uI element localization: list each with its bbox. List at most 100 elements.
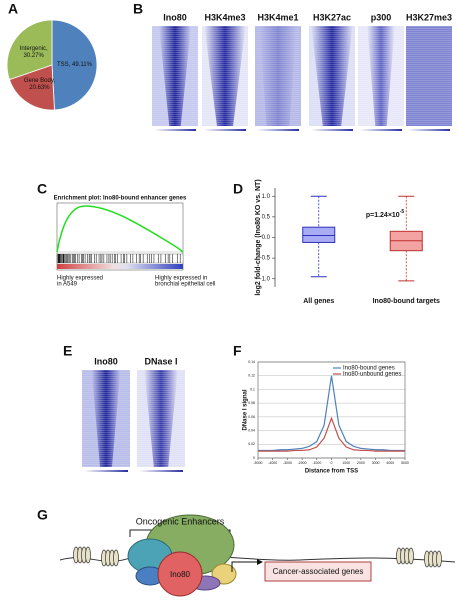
series-line xyxy=(258,375,405,452)
arrow xyxy=(231,559,263,572)
heatmap-texture xyxy=(358,26,404,126)
x-tick-label: 2000 xyxy=(357,461,365,465)
y-tick-label: 0.04 xyxy=(248,428,255,432)
enhancers-label: Oncogenic Enhancers xyxy=(136,516,225,526)
gsea-title: Enrichment plot: Ino80-bound enhancer ge… xyxy=(54,196,187,202)
nucleosome-coil xyxy=(85,546,91,564)
heatmap-scale xyxy=(408,129,450,131)
ino80-circle xyxy=(157,551,203,597)
x-tick-label: 1000 xyxy=(342,461,350,465)
pie-label: Gene Body, xyxy=(24,78,56,84)
x-tick-label: 5000 xyxy=(401,461,409,465)
p-value-text: p=1.24×10 xyxy=(366,212,400,219)
x-tick-label: 0 xyxy=(331,461,333,465)
heatmap-title: H3K4me3 xyxy=(204,12,245,22)
heatmap-texture xyxy=(137,370,185,467)
pie-label: TSS, 49.11% xyxy=(57,62,93,68)
y-tick-label: 0.14 xyxy=(248,360,255,364)
x-tick-label: -1000 xyxy=(312,461,321,465)
heatmap-scale xyxy=(204,129,246,131)
x-tick-label: All genes xyxy=(303,298,334,305)
pie-label: 30.27% xyxy=(24,53,45,59)
y-tick-label: -0.5 xyxy=(260,256,271,262)
gsea-right-label: Highly expressed in xyxy=(155,276,207,282)
pie-slice xyxy=(51,19,98,111)
y-tick-label: 0.0 xyxy=(262,235,271,241)
gsea-frame xyxy=(56,202,184,271)
pie-slice xyxy=(8,64,55,111)
heatmap-scale xyxy=(257,129,299,131)
heatmap-texture xyxy=(255,26,301,126)
nucleosome-coil xyxy=(436,550,442,568)
x-tick-label: -5000 xyxy=(254,461,263,465)
y-tick-label: 0.12 xyxy=(248,374,255,378)
heatmap-title: DNase I xyxy=(144,356,177,366)
panel-label: F xyxy=(233,343,242,359)
x-tick-label: -3000 xyxy=(283,461,292,465)
y-tick-label: 1.0 xyxy=(262,194,271,200)
diagram xyxy=(59,514,456,597)
x-tick-label: -2000 xyxy=(298,461,307,465)
panel-label: A xyxy=(8,1,18,17)
heatmap-title: H3K27ac xyxy=(313,12,351,22)
x-tick-label: 4000 xyxy=(386,461,394,465)
heatmap-scale xyxy=(311,129,353,131)
heatmap-title: Ino80 xyxy=(163,12,187,22)
dna-strand xyxy=(59,553,456,563)
panel-label: B xyxy=(133,1,143,17)
heatmap-title: p300 xyxy=(371,12,392,22)
heatmap-scale xyxy=(84,470,128,472)
legend-label: Ino80-unbound genes xyxy=(343,372,401,378)
x-tick-label: -4000 xyxy=(268,461,277,465)
x-axis-label: Distance from TSS xyxy=(305,469,358,475)
gsea-left-label: Highly expressed xyxy=(57,276,103,282)
y-axis-label: log2 fold-change (Ino80 KO vs. NT) xyxy=(255,179,262,295)
heatmap-title: Ino80 xyxy=(94,356,118,366)
pie-label: 20.63% xyxy=(29,85,50,91)
panel-label: E xyxy=(63,343,72,359)
y-tick-label: 0.1 xyxy=(250,387,255,391)
heatmap-scale xyxy=(154,129,196,131)
heatmap-texture xyxy=(309,26,355,126)
y-tick-label: 0.06 xyxy=(248,415,255,419)
y-tick-label: 0 xyxy=(253,456,255,460)
y-axis-label: DNase I signal xyxy=(243,389,249,430)
heatmap-texture xyxy=(406,26,452,126)
heatmap-texture xyxy=(82,370,130,467)
x-tick-label: 3000 xyxy=(372,461,380,465)
y-tick-label: 0.08 xyxy=(248,401,255,405)
complex-label: Ino80 xyxy=(170,570,191,579)
legend-label: Ino80-bound genes xyxy=(343,366,395,372)
gsea-left-label: in A549 xyxy=(57,282,78,288)
plot-frame xyxy=(257,361,406,459)
panel-label: D xyxy=(233,181,243,197)
gsea-right-label: bronchial epithelial cell xyxy=(155,282,215,288)
heatmap-texture xyxy=(152,26,198,126)
series-line xyxy=(258,416,405,452)
heatmap-scale xyxy=(360,129,402,131)
p-value-exponent: -5 xyxy=(400,209,405,215)
panel-label: C xyxy=(37,181,47,197)
gsea-curve xyxy=(56,205,184,253)
pie-slice xyxy=(6,19,53,81)
box xyxy=(302,226,336,243)
genes-label: Cancer-associated genes xyxy=(273,567,364,576)
y-tick-label: 0.02 xyxy=(248,442,255,446)
nucleosome-coil xyxy=(113,549,119,567)
panel-label: G xyxy=(37,507,48,523)
gene-box xyxy=(264,561,372,582)
nucleosome-coil xyxy=(408,547,414,565)
p-value: p=1.24×10-5 xyxy=(366,209,405,219)
y-tick-label: -1.0 xyxy=(260,276,271,282)
x-tick-label: Ino80-bound targets xyxy=(373,298,440,305)
y-tick-label: 0.5 xyxy=(262,214,271,220)
heatmap-texture xyxy=(202,26,248,126)
gsea-barcode-bg xyxy=(56,253,184,264)
pie-label: Intergenic, xyxy=(20,46,48,52)
heatmap-scale xyxy=(139,470,183,472)
gsea-rank-bar xyxy=(57,264,183,269)
heatmap-title: H3K27me3 xyxy=(406,12,452,22)
heatmap-title: H3K4me1 xyxy=(257,12,298,22)
